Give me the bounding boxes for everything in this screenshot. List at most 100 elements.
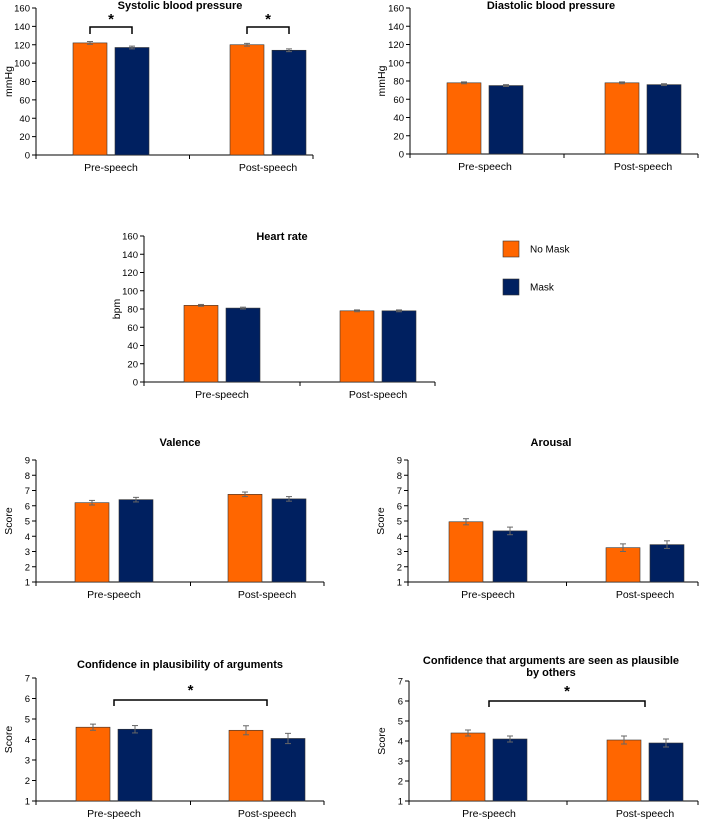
bar-mask-0 [488, 85, 524, 155]
legend-swatch-mask [502, 278, 520, 296]
y-tick-label: 5 [25, 715, 30, 726]
y-tick-label: 160 [388, 4, 404, 15]
y-tick-label: 3 [25, 756, 30, 767]
bar-no-mask-0 [183, 305, 219, 383]
chart-valence: Valence 1 2 3 4 5 6 7 8 9 Score Pre-speech Post-spee… [3, 437, 325, 601]
x-category-label: Post-speech [614, 161, 673, 173]
y-tick-label: 7 [25, 674, 30, 685]
y-tick-label: 0 [399, 150, 404, 161]
x-category-label: Post-speech [239, 162, 298, 174]
bar-no-mask-1 [339, 310, 375, 383]
bar-no-mask-0 [72, 42, 108, 156]
y-tick-label: 2 [397, 562, 402, 573]
bar-mask-1 [271, 498, 307, 583]
y-tick-label: 4 [25, 532, 30, 543]
x-category-label: Post-speech [349, 389, 408, 401]
bar-no-mask-1 [228, 729, 264, 802]
bar-no-mask-0 [446, 82, 482, 155]
y-tick-label: 5 [398, 717, 403, 728]
x-category-label: Pre-speech [87, 808, 141, 819]
bar-mask-1 [646, 84, 682, 155]
chart-title: Diastolic blood pressure [487, 0, 615, 12]
y-tick-label: 80 [127, 305, 138, 316]
chart-confidence_plausibility: Confidence in plausibility of arguments 1… [3, 659, 325, 819]
y-tick-label: 6 [397, 501, 402, 512]
y-tick-label: 160 [122, 232, 138, 243]
y-tick-label: 120 [14, 40, 30, 51]
x-category-label: Post-speech [616, 589, 675, 601]
y-tick-label: 6 [25, 501, 30, 512]
x-category-label: Pre-speech [458, 161, 512, 173]
significance-star: * [108, 11, 114, 28]
y-axis-label: Score [3, 507, 15, 535]
y-tick-label: 3 [397, 547, 402, 558]
chart-title-line: by others [526, 667, 576, 679]
chart-title: Confidence in plausibility of arguments [77, 659, 283, 671]
significance-star: * [564, 683, 570, 700]
y-tick-label: 100 [388, 58, 404, 69]
y-tick-label: 100 [14, 59, 30, 70]
y-axis-label: Score [375, 507, 387, 535]
bar-mask-1 [381, 310, 417, 383]
chart-title: Valence [160, 437, 201, 449]
chart-title: Systolic blood pressure [118, 0, 243, 12]
y-tick-label: 60 [19, 95, 30, 106]
y-tick-label: 80 [19, 77, 30, 88]
y-tick-label: 20 [393, 131, 404, 142]
bar-mask-1 [649, 544, 685, 583]
y-tick-label: 80 [393, 77, 404, 88]
bar-no-mask-0 [74, 502, 110, 583]
significance-bracket [488, 700, 646, 707]
bar-mask-0 [492, 530, 528, 583]
significance-star: * [188, 682, 194, 699]
significance-bracket [89, 26, 133, 34]
bar-no-mask-1 [227, 494, 263, 583]
bar-mask-0 [492, 738, 528, 802]
legend-label: No Mask [530, 245, 570, 256]
chart-systolic: Systolic blood pressure 0 20 40 60 80 100 120 14… [3, 0, 314, 174]
y-tick-label: 160 [14, 4, 30, 15]
y-tick-label: 4 [397, 532, 402, 543]
y-axis-label: bpm [111, 299, 123, 320]
bar-no-mask-0 [75, 726, 111, 802]
bar-mask-1 [648, 742, 684, 802]
y-tick-label: 140 [14, 22, 30, 33]
chart-title: Arousal [531, 437, 572, 449]
bar-mask-0 [225, 307, 261, 383]
y-tick-label: 9 [25, 456, 30, 467]
x-category-label: Pre-speech [461, 589, 515, 601]
bar-mask-1 [270, 738, 306, 802]
significance-bracket [113, 699, 268, 706]
x-category-label: Post-speech [616, 808, 675, 819]
y-tick-label: 40 [127, 341, 138, 352]
y-tick-label: 7 [398, 677, 403, 688]
chart-title: Confidence that arguments are seen as pl… [423, 655, 679, 679]
bar-no-mask-1 [606, 739, 642, 802]
y-tick-label: 2 [398, 777, 403, 788]
bar-no-mask-1 [604, 82, 640, 155]
y-tick-label: 3 [398, 757, 403, 768]
y-tick-label: 1 [397, 578, 402, 589]
y-tick-label: 6 [398, 697, 403, 708]
legend-label: Mask [530, 283, 555, 294]
x-category-label: Pre-speech [87, 589, 141, 601]
legend: No Mask Mask [502, 240, 570, 296]
chart-heart_rate: Heart rate 0 20 40 60 80 100 120 140 160 bpm Pre-sp… [111, 231, 436, 401]
bar-no-mask-0 [448, 521, 484, 583]
y-tick-label: 8 [397, 471, 402, 482]
y-tick-label: 6 [25, 694, 30, 705]
y-tick-label: 3 [25, 547, 30, 558]
chart-title-line: Confidence that arguments are seen as pl… [423, 655, 679, 667]
chart-confidence_others: Confidence that arguments are seen as pl… [376, 655, 699, 819]
x-category-label: Pre-speech [195, 389, 249, 401]
y-tick-label: 140 [122, 250, 138, 261]
y-axis-label: Score [376, 727, 388, 755]
y-tick-label: 8 [25, 471, 30, 482]
y-tick-label: 2 [25, 776, 30, 787]
y-tick-label: 1 [398, 797, 403, 808]
y-tick-label: 40 [393, 113, 404, 124]
bar-no-mask-1 [229, 44, 265, 156]
bar-mask-0 [117, 728, 153, 802]
chart-arousal: Arousal 1 2 3 4 5 6 7 8 9 Score Pre-speech Post-spee… [375, 437, 699, 601]
